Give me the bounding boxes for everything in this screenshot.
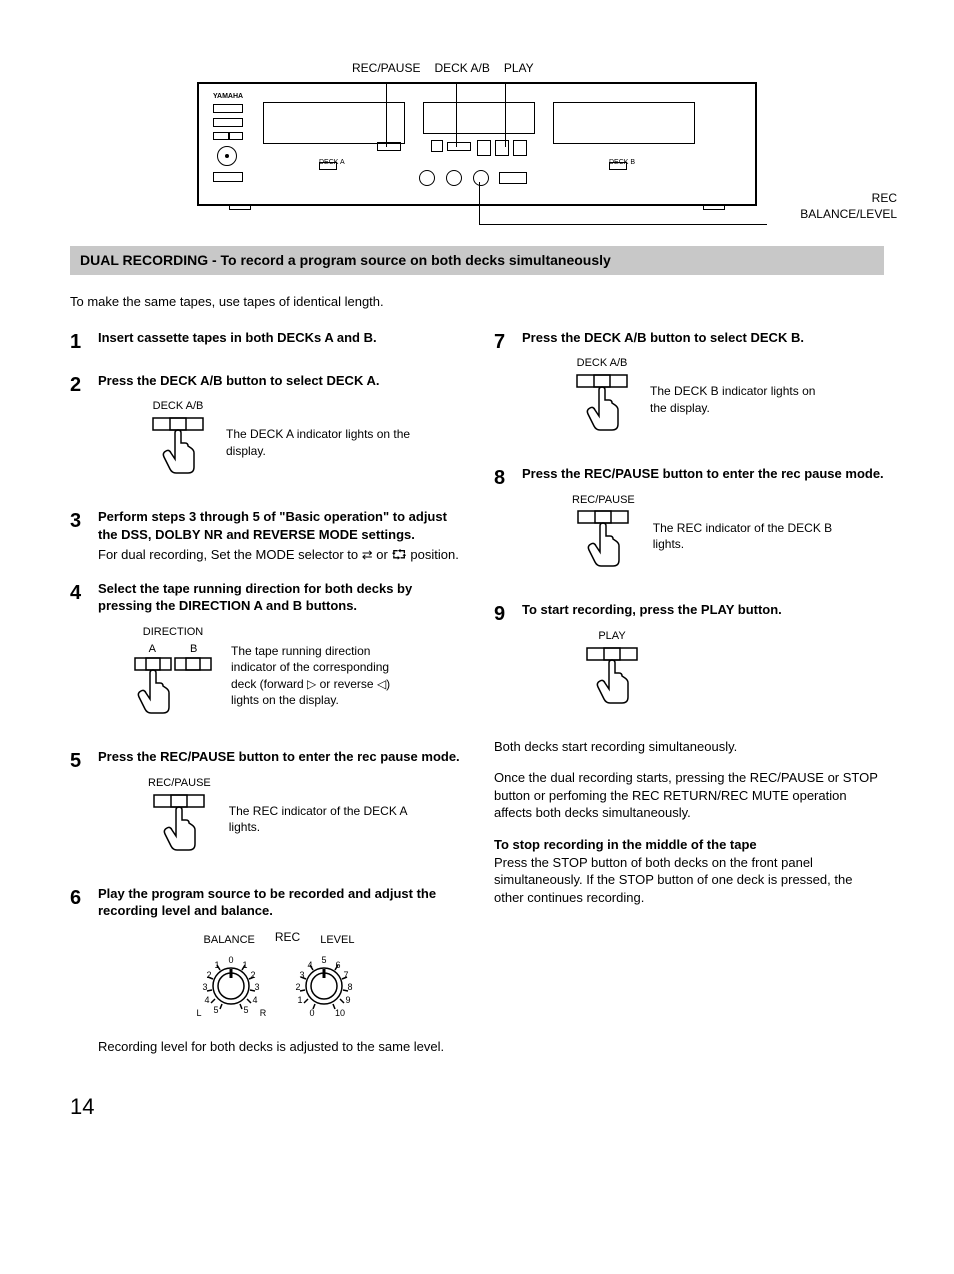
svg-text:1: 1 — [297, 995, 302, 1005]
deck-outline: YAMAHA DECK A DECK B — [197, 82, 757, 206]
page-number: 14 — [70, 1092, 884, 1122]
deck-ab-button-label-2: DECK A/B — [577, 356, 628, 371]
stop-body: Press the STOP button of both decks on t… — [494, 854, 884, 907]
step-9: 9 To start recording, press the PLAY but… — [494, 601, 884, 721]
svg-text:9: 9 — [345, 995, 350, 1005]
label-play: PLAY — [504, 60, 534, 76]
step-7: 7 Press the DECK A/B button to select DE… — [494, 329, 884, 449]
press-button-icon — [572, 373, 632, 443]
direction-label: DIRECTION — [143, 625, 204, 640]
svg-text:L: L — [196, 1008, 201, 1018]
step-5-caption: The REC indicator of the DECK A lights. — [229, 803, 414, 835]
right-column: 7 Press the DECK A/B button to select DE… — [494, 329, 884, 1072]
svg-text:5: 5 — [213, 1005, 218, 1015]
brand-text: YAMAHA — [213, 92, 243, 101]
step-2: 2 Press the DECK A/B button to select DE… — [70, 372, 460, 492]
svg-text:3: 3 — [254, 982, 259, 992]
svg-text:4: 4 — [252, 995, 257, 1005]
level-label: LEVEL — [320, 933, 354, 948]
deck-diagram: REC/PAUSE DECK A/B PLAY YAMAHA DECK A — [197, 60, 757, 206]
svg-text:8: 8 — [347, 982, 352, 992]
play-button-label: PLAY — [598, 629, 625, 644]
svg-text:2: 2 — [295, 982, 300, 992]
rec-label-center: REC — [275, 929, 300, 945]
svg-text:5: 5 — [321, 955, 326, 965]
intro-text: To make the same tapes, use tapes of ide… — [70, 293, 884, 311]
label-rec-pause: REC/PAUSE — [352, 60, 420, 76]
step-4-caption: The tape running direction indicator of … — [231, 643, 416, 708]
section-header: DUAL RECORDING - To record a program sou… — [70, 246, 884, 275]
svg-text:4: 4 — [204, 995, 209, 1005]
after-step-9-p2: Once the dual recording starts, pressing… — [494, 769, 884, 822]
svg-text:0: 0 — [228, 955, 233, 965]
svg-text:3: 3 — [202, 982, 207, 992]
step-8-caption: The REC indicator of the DECK B lights. — [653, 520, 838, 552]
stop-heading: To stop recording in the middle of the t… — [494, 836, 884, 854]
step-4: 4 Select the tape running direction for … — [70, 580, 460, 733]
step-5: 5 Press the REC/PAUSE button to enter th… — [70, 748, 460, 868]
rec-pause-label-2: REC/PAUSE — [572, 493, 635, 508]
svg-text:10: 10 — [335, 1008, 345, 1018]
press-button-icon — [582, 646, 642, 716]
step-8: 8 Press the REC/PAUSE button to enter th… — [494, 465, 884, 585]
after-step-9-p1: Both decks start recording simultaneousl… — [494, 738, 884, 756]
step-2-caption: The DECK A indicator lights on the displ… — [226, 426, 411, 458]
step-1: 1 Insert cassette tapes in both DECKs A … — [70, 329, 460, 356]
svg-text:0: 0 — [309, 1008, 314, 1018]
direction-buttons-icon — [133, 656, 213, 726]
label-deck-ab: DECK A/B — [434, 60, 489, 76]
balance-level-dials-icon: 0 11 22 33 44 55 LR — [184, 948, 374, 1028]
balance-label: BALANCE — [204, 933, 255, 948]
step-3: 3 Perform steps 3 through 5 of "Basic op… — [70, 508, 460, 564]
press-button-icon — [573, 509, 633, 579]
press-button-icon — [149, 793, 209, 863]
left-column: 1 Insert cassette tapes in both DECKs A … — [70, 329, 460, 1072]
svg-text:5: 5 — [243, 1005, 248, 1015]
svg-text:R: R — [260, 1008, 267, 1018]
press-button-icon — [148, 416, 208, 486]
step-7-caption: The DECK B indicator lights on the displ… — [650, 383, 835, 415]
step-6: 6 Play the program source to be recorded… — [70, 885, 460, 1056]
deck-ab-button-label: DECK A/B — [153, 399, 204, 414]
top-callout-labels: REC/PAUSE DECK A/B PLAY — [352, 60, 757, 76]
rec-pause-label: REC/PAUSE — [148, 776, 211, 791]
callout-rec-balance-level: REC BALANCE/LEVEL — [777, 190, 897, 222]
